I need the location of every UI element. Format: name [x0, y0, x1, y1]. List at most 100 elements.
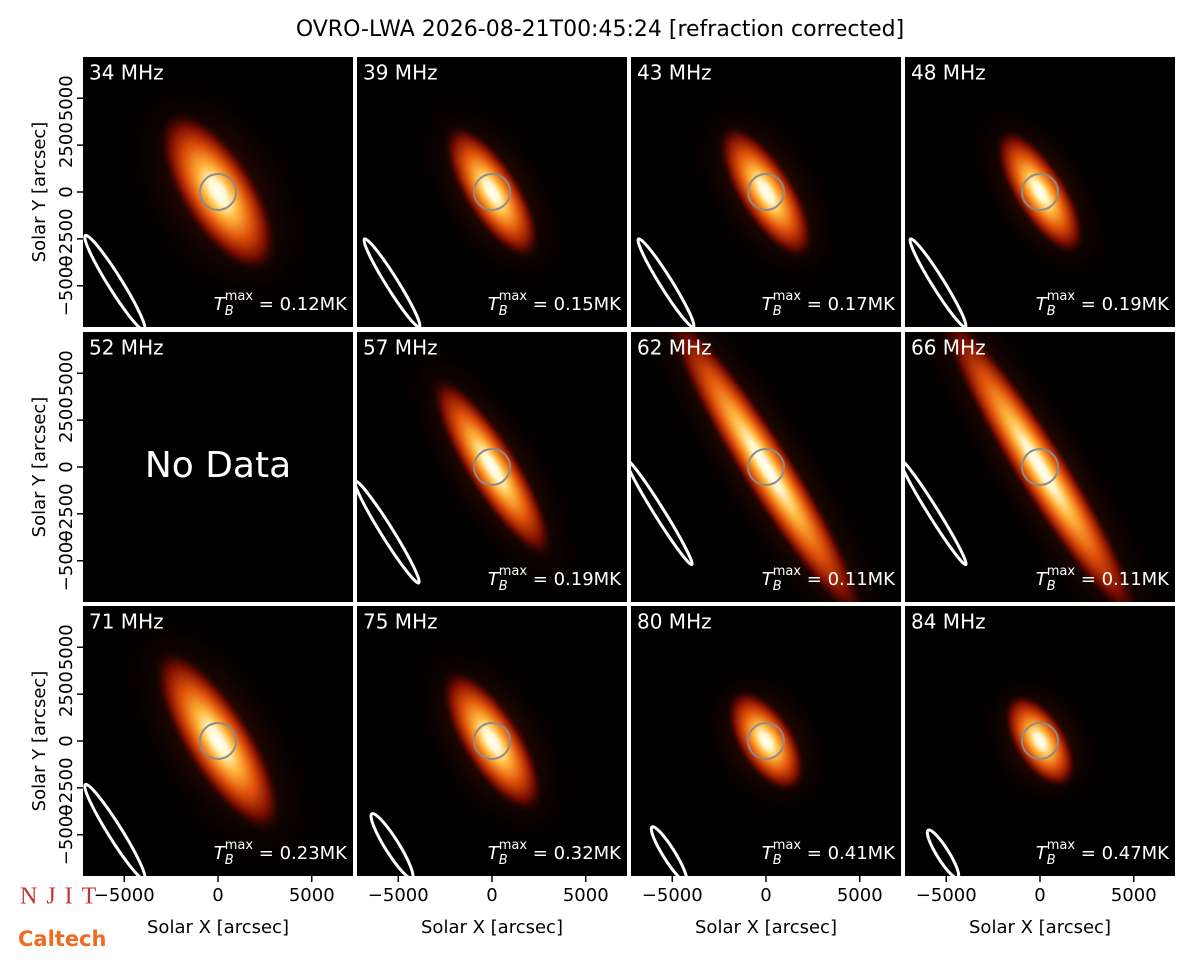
x-tick-label: −5000	[94, 885, 155, 906]
tmax-symbol: T	[762, 569, 775, 590]
beam	[636, 237, 696, 327]
tmax-symbol: T	[488, 294, 501, 315]
y-tick-label: 0	[56, 735, 77, 746]
panel-content: No Data	[145, 445, 291, 486]
emission	[725, 687, 807, 795]
njit-logo: NJIT	[20, 884, 105, 910]
emission	[152, 645, 284, 837]
tmax-sup: max	[499, 289, 528, 304]
y-tick-label: −2500	[56, 483, 77, 544]
frequency-label: 66 MHz	[911, 336, 986, 360]
solar-disk	[473, 173, 511, 211]
frequency-label: 62 MHz	[637, 336, 712, 360]
tmax-label: TBmax = 0.19MK	[488, 564, 622, 594]
y-tick-label: −2500	[56, 757, 77, 818]
x-tick-label: 0	[486, 885, 497, 906]
tmax-value: 0.19MK	[1102, 294, 1171, 315]
tmax-label: TBmax = 0.11MK	[762, 564, 896, 594]
emission	[442, 122, 542, 262]
x-tick-label: 5000	[289, 885, 335, 906]
beam	[905, 457, 968, 567]
frequency-label: 71 MHz	[89, 610, 164, 634]
tmax-symbol: T	[762, 294, 775, 315]
y-tick-label: −5000	[56, 530, 77, 591]
beam	[369, 812, 415, 876]
tmax-symbol: T	[488, 843, 501, 864]
solar-disk	[747, 173, 785, 211]
tmax-equals: =	[1075, 569, 1102, 590]
panel-content	[636, 84, 851, 327]
emission	[716, 122, 816, 262]
y-axis-label: Solar Y [arcsec]	[29, 397, 50, 538]
x-tick-label: −5000	[916, 885, 977, 906]
tmax-label: TBmax = 0.17MK	[762, 289, 896, 319]
tmax-symbol: T	[488, 569, 501, 590]
y-tick-label: −5000	[56, 804, 77, 865]
panel-content	[83, 62, 325, 327]
y-tick-label: 0	[56, 186, 77, 197]
frequency-label: 75 MHz	[363, 610, 438, 634]
tmax-equals: =	[253, 843, 280, 864]
tmax-label: TBmax = 0.15MK	[488, 289, 622, 319]
x-axis-label: Solar X [arcsec]	[421, 917, 563, 938]
frequency-label: 48 MHz	[911, 61, 986, 85]
solar-disk	[747, 722, 785, 760]
tmax-value: 0.17MK	[828, 294, 897, 315]
frequency-label: 57 MHz	[363, 336, 438, 360]
beam	[362, 237, 422, 327]
tmax-value: 0.32MK	[554, 843, 623, 864]
solar-disk	[1021, 722, 1059, 760]
tmax-value: 0.15MK	[554, 294, 623, 315]
beam	[925, 828, 961, 876]
frequency-label: 39 MHz	[363, 61, 438, 85]
solar-disk	[1021, 173, 1059, 211]
tmax-symbol: T	[762, 843, 775, 864]
no-data-label: No Data	[145, 445, 291, 486]
y-tick-label: 5000	[56, 624, 77, 670]
solar-disk	[199, 173, 237, 211]
tmax-sub: B	[499, 579, 508, 594]
x-axis-label: Solar X [arcsec]	[147, 917, 289, 938]
caltech-logo: Caltech	[18, 927, 106, 951]
x-tick-label: 5000	[1111, 885, 1157, 906]
tmax-equals: =	[801, 843, 828, 864]
panel-content	[905, 332, 1175, 602]
tmax-symbol: T	[1036, 843, 1049, 864]
tmax-label: TBmax = 0.23MK	[214, 838, 348, 868]
tmax-sub: B	[1047, 579, 1056, 594]
tmax-value: 0.12MK	[280, 294, 349, 315]
tmax-sup: max	[773, 289, 802, 304]
panel-background	[83, 332, 353, 602]
tmax-equals: =	[527, 843, 554, 864]
tmax-sup: max	[499, 838, 528, 853]
tmax-symbol: T	[214, 843, 227, 864]
panel-content	[908, 91, 1120, 327]
tmax-equals: =	[1075, 294, 1102, 315]
chart-title: OVRO-LWA 2026-08-21T00:45:24 [refraction…	[296, 17, 904, 42]
frequency-label: 34 MHz	[89, 61, 164, 85]
tmax-sup: max	[773, 564, 802, 579]
emission	[936, 332, 1144, 602]
panel-content	[362, 84, 577, 327]
panel-content	[83, 606, 329, 876]
beam	[649, 825, 689, 876]
panel-content	[357, 332, 594, 602]
x-tick-label: 0	[760, 885, 771, 906]
tmax-sup: max	[499, 564, 528, 579]
emission	[1002, 692, 1078, 790]
tmax-sub: B	[773, 853, 782, 868]
tmax-sup: max	[1047, 564, 1076, 579]
y-tick-label: 5000	[56, 75, 77, 121]
tmax-sup: max	[225, 289, 254, 304]
tmax-sub: B	[1047, 853, 1056, 868]
y-tick-label: −2500	[56, 208, 77, 269]
tmax-equals: =	[527, 294, 554, 315]
tmax-value: 0.19MK	[554, 569, 623, 590]
x-tick-label: 0	[212, 885, 223, 906]
tmax-label: TBmax = 0.41MK	[762, 838, 896, 868]
beam	[83, 233, 147, 327]
tmax-value: 0.11MK	[1102, 569, 1171, 590]
x-tick-label: 5000	[563, 885, 609, 906]
x-axis-label: Solar X [arcsec]	[695, 917, 837, 938]
